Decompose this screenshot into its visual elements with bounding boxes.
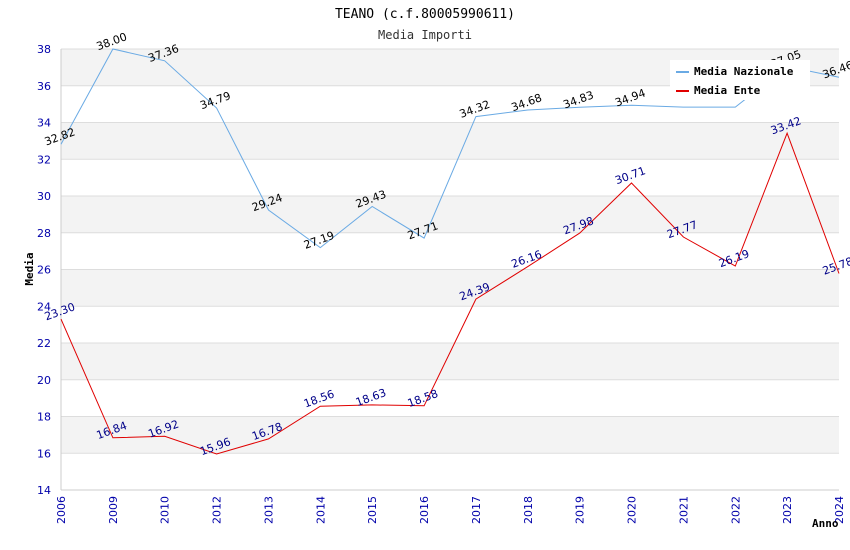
y-tick-label: 32 <box>37 153 51 166</box>
gridlines <box>60 48 839 491</box>
x-tick-label: 2023 <box>781 496 794 524</box>
y-tick-label: 24 <box>37 300 51 313</box>
y-axis-ticks: 14 16 18 20 22 24 26 28 30 32 34 36 38 <box>37 43 51 497</box>
x-tick-label: 2015 <box>366 496 379 524</box>
x-tick-label: 2009 <box>107 496 120 524</box>
series-line-media-ente <box>60 131 840 455</box>
grid-band <box>61 269 839 307</box>
series-lines <box>60 48 840 455</box>
x-tick-label: 2022 <box>729 496 742 524</box>
y-tick-label: 38 <box>37 43 51 56</box>
y-tick-label: 14 <box>37 484 51 497</box>
y-tick-label: 22 <box>37 337 51 350</box>
x-tick-label: 2018 <box>522 496 535 524</box>
y-axis-label: Media <box>23 252 36 285</box>
x-tick-label: 2013 <box>262 496 275 524</box>
y-tick-label: 20 <box>37 374 51 387</box>
y-tick-label: 34 <box>37 117 51 130</box>
y-tick-label: 30 <box>37 190 51 203</box>
y-tick-label: 28 <box>37 227 51 240</box>
grid-band <box>61 453 839 490</box>
x-tick-label: 2020 <box>626 496 639 524</box>
background-bands <box>61 49 839 490</box>
y-tick-label: 16 <box>37 447 51 460</box>
y-tick-label: 26 <box>37 264 51 277</box>
legend-label-media-nazionale: Media Nazionale <box>694 65 794 78</box>
x-tick-label: 2014 <box>314 496 327 524</box>
legend-label-media-ente: Media Ente <box>694 84 761 97</box>
legend: Media Nazionale Media Ente <box>670 60 810 100</box>
x-axis-label: Anno <box>812 517 839 530</box>
x-tick-label: 2016 <box>418 496 431 524</box>
chart-subtitle: Media Importi <box>378 28 472 42</box>
series-line-media-nazionale <box>60 48 840 249</box>
y-tick-label: 18 <box>37 411 51 424</box>
chart-title: TEANO (c.f.80005990611) <box>335 7 515 22</box>
grid-band <box>61 122 839 160</box>
grid-band <box>61 379 839 417</box>
x-axis-ticks: 2006 2009 2010 2012 2013 2014 2015 2016 2017 2018… <box>55 496 846 524</box>
x-tick-label: 2012 <box>211 496 224 524</box>
legend-box <box>670 60 810 100</box>
y-tick-label: 36 <box>37 80 51 93</box>
grid-band <box>61 196 839 233</box>
grid-band <box>61 416 839 454</box>
x-tick-label: 2019 <box>574 496 587 524</box>
grid-band <box>61 343 839 380</box>
x-tick-label: 2017 <box>470 496 483 524</box>
x-tick-label: 2010 <box>159 496 172 524</box>
x-tick-label: 2021 <box>677 496 690 524</box>
x-tick-label: 2006 <box>55 496 68 524</box>
x-tick-label: 2024 <box>833 496 846 524</box>
grid-band <box>61 306 839 343</box>
